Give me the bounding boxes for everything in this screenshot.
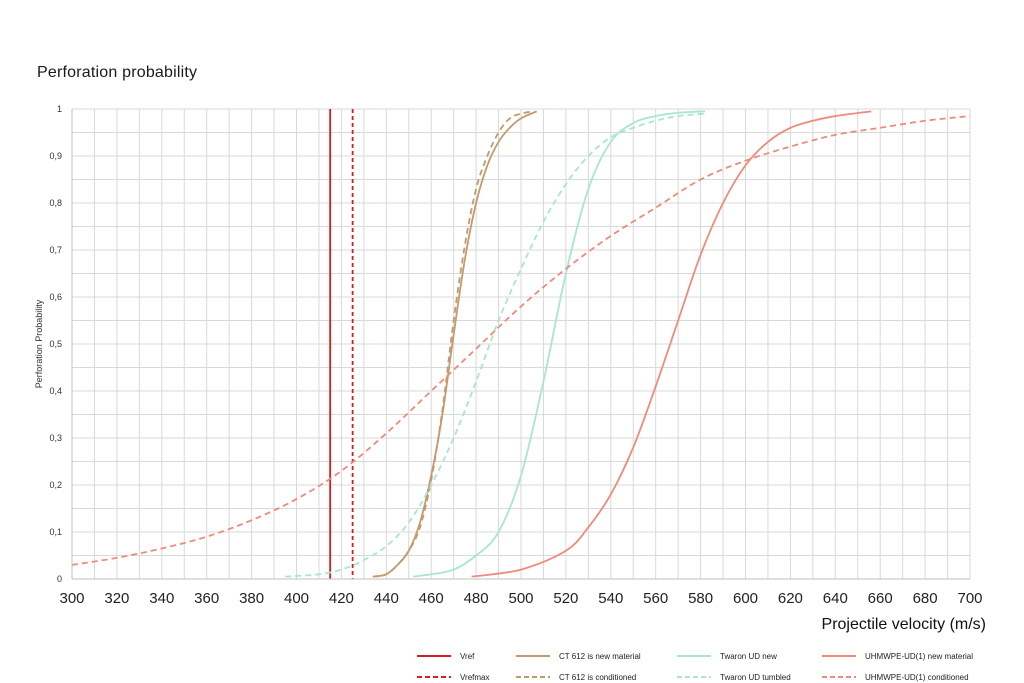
legend-label: Vrefmax bbox=[460, 673, 490, 682]
series-line-4 bbox=[471, 110, 872, 578]
y-tick-label: 0,3 bbox=[49, 433, 62, 443]
x-tick-label: 600 bbox=[733, 590, 758, 607]
legend-label: UHMWPE-UD(1) conditioned bbox=[865, 673, 969, 682]
x-tick-label: 620 bbox=[778, 590, 803, 607]
legend-label: CT 612 is conditioned bbox=[559, 673, 636, 682]
x-tick-label: 320 bbox=[104, 590, 129, 607]
y-tick-label: 0,7 bbox=[49, 245, 62, 255]
chart-grid bbox=[71, 108, 971, 580]
x-tick-label: 700 bbox=[957, 590, 982, 607]
reference-lines bbox=[329, 109, 354, 579]
series-line-5 bbox=[71, 115, 971, 566]
chart-axes bbox=[71, 109, 970, 580]
x-tick-label: 300 bbox=[59, 590, 84, 607]
legend-label: Vref bbox=[460, 652, 475, 661]
series-line-3 bbox=[285, 112, 706, 578]
x-tick-label: 680 bbox=[913, 590, 938, 607]
y-tick-label: 0,5 bbox=[49, 339, 62, 349]
series-line-2 bbox=[413, 110, 706, 578]
x-tick-label: 420 bbox=[329, 590, 354, 607]
x-tick-label: 520 bbox=[553, 590, 578, 607]
y-tick-label: 0 bbox=[57, 574, 62, 584]
legend-label: UHMWPE-UD(1) new material bbox=[865, 652, 973, 661]
legend-label: CT 612 is new material bbox=[559, 652, 641, 661]
chart-series bbox=[71, 110, 971, 578]
series-line-1 bbox=[372, 110, 533, 578]
legend-label: Twaron UD tumbled bbox=[720, 673, 791, 682]
y-axis-label: Perforation Probability bbox=[34, 299, 44, 388]
tick-labels: 0 0,1 0,2 0,3 0,4 0,5 0,6 0,7 0,8 0,9 1 300 320 340 36… bbox=[49, 104, 982, 607]
x-tick-label: 360 bbox=[194, 590, 219, 607]
chart-legend: Vref CT 612 is new material Twaron UD new U… bbox=[417, 652, 973, 682]
x-axis-label: Projectile velocity (m/s) bbox=[822, 616, 986, 633]
x-tick-label: 440 bbox=[374, 590, 399, 607]
x-tick-label: 660 bbox=[868, 590, 893, 607]
y-tick-label: 0,9 bbox=[49, 151, 62, 161]
chart-title: Perforation probability bbox=[37, 64, 198, 81]
y-tick-label: 0,6 bbox=[49, 292, 62, 302]
x-tick-label: 380 bbox=[239, 590, 264, 607]
x-tick-label: 340 bbox=[149, 590, 174, 607]
y-tick-label: 0,4 bbox=[49, 386, 62, 396]
x-tick-label: 560 bbox=[643, 590, 668, 607]
y-tick-label: 0,1 bbox=[49, 527, 62, 537]
y-tick-label: 1 bbox=[57, 104, 62, 114]
x-tick-label: 480 bbox=[464, 590, 489, 607]
y-tick-label: 0,2 bbox=[49, 480, 62, 490]
legend-label: Twaron UD new bbox=[720, 652, 777, 661]
x-tick-label: 640 bbox=[823, 590, 848, 607]
x-tick-label: 460 bbox=[419, 590, 444, 607]
x-tick-label: 580 bbox=[688, 590, 713, 607]
y-tick-label: 0,8 bbox=[49, 198, 62, 208]
x-tick-label: 400 bbox=[284, 590, 309, 607]
x-tick-label: 500 bbox=[508, 590, 533, 607]
x-tick-label: 540 bbox=[598, 590, 623, 607]
